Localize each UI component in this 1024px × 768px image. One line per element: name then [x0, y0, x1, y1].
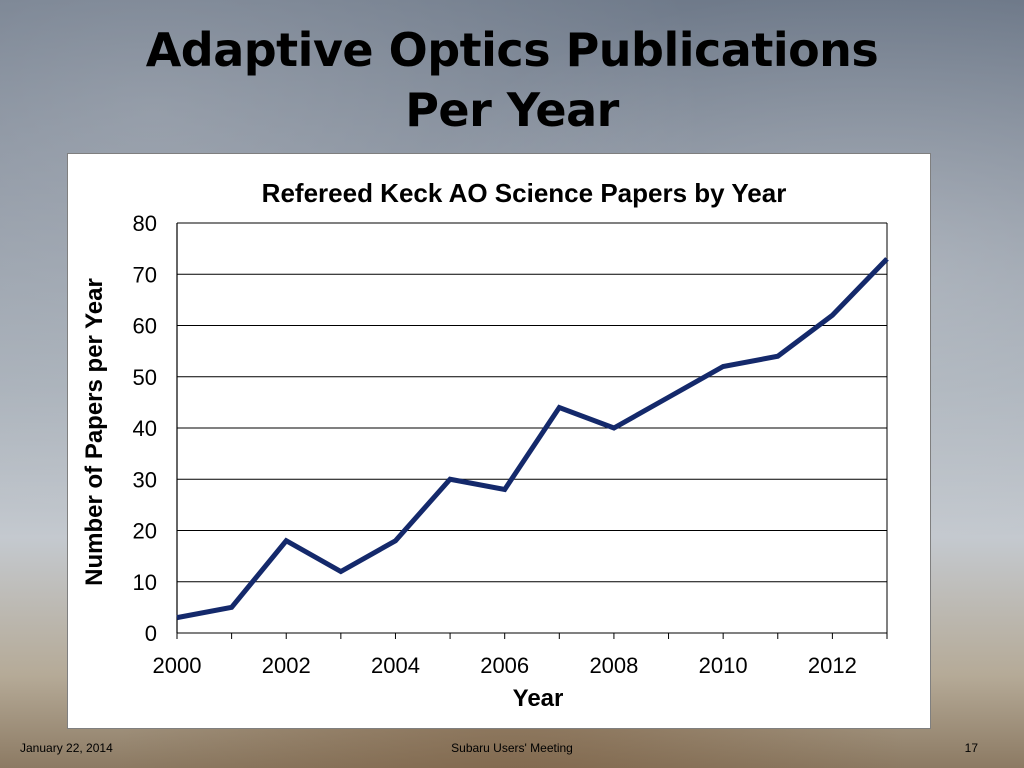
y-tick-label: 10 [133, 570, 157, 595]
y-tick-label: 20 [133, 519, 157, 544]
y-tick-label: 30 [133, 467, 157, 492]
x-tick-label: 2008 [589, 653, 638, 678]
y-tick-label: 80 [133, 211, 157, 236]
x-tick-label: 2004 [371, 653, 420, 678]
line-chart: 0 10 20 30 40 50 60 70 80 2000 2002 2004 2006 2008 201… [81, 178, 889, 712]
chart-title: Refereed Keck AO Science Papers by Year [262, 178, 787, 208]
chart-frame: 0 10 20 30 40 50 60 70 80 2000 2002 2004 2006 2008 201… [67, 153, 931, 729]
y-tick-label: 50 [133, 365, 157, 390]
footer-date: January 22, 2014 [20, 741, 113, 755]
x-tick-label: 2010 [699, 653, 748, 678]
x-tick-label: 2012 [808, 653, 857, 678]
x-tick-label: 2006 [480, 653, 529, 678]
y-tick-label: 40 [133, 416, 157, 441]
y-tick-label: 70 [133, 262, 157, 287]
slide-title-line-2: Per Year [405, 83, 619, 137]
x-tick-label: 2000 [153, 653, 202, 678]
y-tick-label: 0 [145, 621, 157, 646]
labels: Refereed Keck AO Science Papers by Year … [81, 178, 786, 712]
y-axis-label: Number of Papers per Year [81, 278, 108, 586]
x-axis-label: Year [513, 685, 564, 712]
slide-title-line-1: Adaptive Optics Publications [145, 23, 879, 77]
slide-number: 17 [964, 741, 978, 755]
gridlines [177, 222, 887, 634]
footer-meeting-name: Subaru Users' Meeting [451, 741, 573, 755]
series-layer [176, 257, 889, 621]
axes: 0 10 20 30 40 50 60 70 80 2000 2002 2004 2006 2008 201… [133, 211, 888, 678]
y-tick-label: 60 [133, 314, 157, 339]
x-tick-label: 2002 [262, 653, 311, 678]
series-line [176, 257, 889, 621]
slide-title: Adaptive Optics Publications Per Year [0, 20, 1024, 140]
